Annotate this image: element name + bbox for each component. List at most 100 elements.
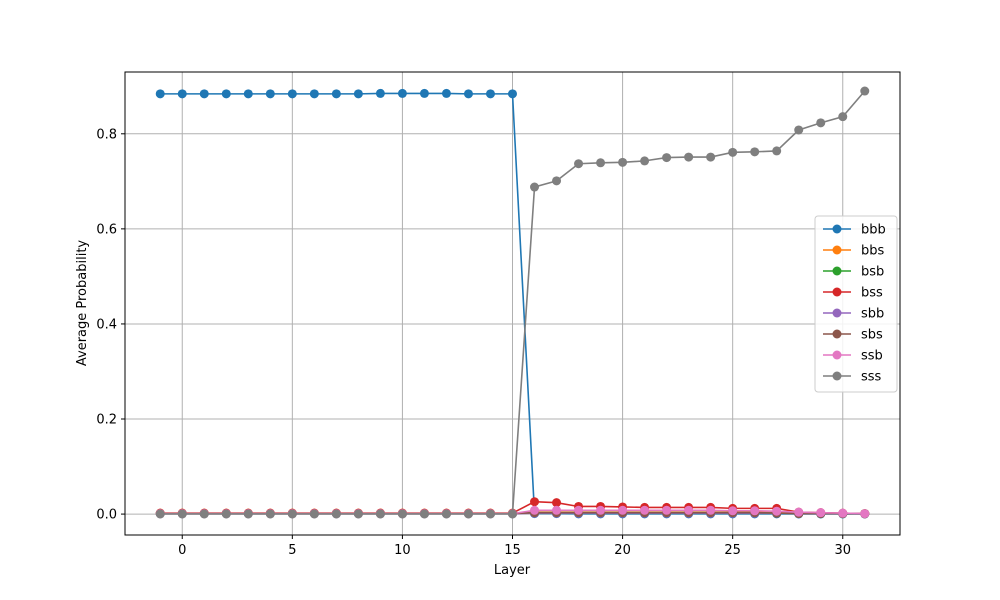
data-point-ssb: [552, 505, 562, 515]
legend-item-bsb: bsb: [823, 265, 884, 280]
data-point-ssb: [662, 505, 672, 515]
data-point-bbb: [353, 89, 363, 99]
data-point-sss: [530, 182, 540, 192]
legend-label: bss: [861, 286, 883, 301]
legend-marker: [832, 245, 842, 255]
data-point-sss: [221, 509, 231, 519]
y-axis-label: Average Probability: [75, 240, 90, 367]
data-point-bbb: [441, 88, 451, 98]
x-tick-label: 20: [614, 543, 631, 558]
data-point-ssb: [706, 505, 716, 515]
data-point-ssb: [728, 506, 738, 516]
data-point-bbb: [221, 89, 231, 99]
data-point-sss: [441, 509, 451, 519]
legend-marker: [832, 287, 842, 297]
data-point-bbb: [177, 89, 187, 99]
data-point-ssb: [574, 505, 584, 515]
legend-marker: [832, 329, 842, 339]
x-tick-label: 25: [724, 543, 741, 558]
legend-label: bbs: [861, 244, 885, 259]
data-point-sss: [485, 509, 495, 519]
data-point-bbb: [309, 89, 319, 99]
x-tick-label: 5: [288, 543, 296, 558]
legend-marker: [832, 224, 842, 234]
data-point-bss: [552, 498, 562, 508]
data-point-sss: [265, 509, 275, 519]
data-point-sss: [287, 509, 297, 519]
data-point-sss: [508, 509, 517, 519]
data-point-bbb: [375, 88, 385, 98]
y-tick-label: 0.0: [96, 508, 117, 523]
data-point-ssb: [794, 507, 804, 517]
data-point-sss: [331, 509, 341, 519]
legend-marker: [832, 350, 842, 360]
data-point-sss: [397, 509, 407, 519]
legend-marker: [832, 308, 842, 318]
data-point-sss: [772, 146, 782, 156]
legend-item-bbb: bbb: [823, 223, 886, 238]
data-point-bbb: [265, 89, 275, 99]
data-point-sss: [309, 509, 319, 519]
y-tick-label: 0.2: [96, 413, 117, 428]
legend-marker: [832, 266, 842, 276]
x-tick-label: 0: [178, 543, 186, 558]
legend-label: sss: [861, 370, 882, 385]
data-point-bbb: [199, 89, 209, 99]
legend-item-bbs: bbs: [823, 244, 885, 259]
y-tick-label: 0.6: [96, 222, 117, 237]
data-point-bbb: [155, 89, 165, 99]
data-point-bbb: [243, 89, 253, 99]
legend-label: sbs: [861, 328, 883, 343]
legend-item-bss: bss: [823, 286, 883, 301]
legend-label: sbb: [861, 307, 884, 322]
data-point-ssb: [772, 506, 782, 516]
data-point-sss: [375, 509, 385, 519]
data-point-bbb: [287, 89, 297, 99]
data-point-ssb: [750, 506, 760, 516]
data-point-sss: [750, 147, 760, 157]
data-point-sss: [155, 509, 165, 519]
data-point-sss: [706, 152, 716, 162]
legend: bbb bbs bsb bss sbb sbs ssb sss: [814, 215, 898, 393]
data-point-sss: [243, 509, 253, 519]
data-point-sss: [618, 157, 628, 167]
data-point-sss: [838, 112, 848, 122]
data-point-bbb: [397, 88, 407, 98]
data-point-sss: [596, 158, 606, 168]
data-point-sss: [574, 159, 584, 169]
legend-marker: [832, 371, 842, 381]
legend-box: [814, 215, 898, 393]
data-point-bbb: [508, 89, 517, 99]
data-point-sss: [419, 509, 429, 519]
data-point-ssb: [684, 505, 694, 515]
data-point-ssb: [860, 509, 870, 519]
data-point-sss: [463, 509, 473, 519]
data-point-ssb: [530, 505, 540, 515]
data-point-sss: [662, 153, 672, 163]
series-sss: [155, 86, 870, 519]
data-point-ssb: [618, 505, 628, 515]
data-point-sss: [684, 152, 694, 162]
y-tick-label: 0.8: [96, 127, 117, 142]
data-point-sss: [728, 147, 738, 157]
legend-item-sbb: sbb: [823, 307, 884, 322]
x-tick-label: 10: [394, 543, 411, 558]
data-point-bbb: [419, 88, 429, 98]
y-tick-label: 0.4: [96, 317, 117, 332]
legend-item-sbs: sbs: [823, 328, 883, 343]
data-point-sss: [640, 156, 650, 166]
legend-label: bsb: [861, 265, 884, 280]
legend-item-sss: sss: [823, 370, 882, 385]
data-point-bbb: [485, 89, 495, 99]
data-point-sss: [860, 86, 870, 96]
x-axis-label: Layer: [494, 563, 531, 578]
data-point-bbb: [463, 89, 473, 99]
data-point-ssb: [838, 508, 848, 518]
axis-ticks: 0 5 10 15 20 25 30 0.0 0.2 0.4 0.6 0.8: [96, 127, 851, 558]
data-point-bss: [530, 497, 540, 507]
data-point-sss: [353, 509, 363, 519]
data-point-ssb: [640, 505, 650, 515]
legend-label: ssb: [861, 349, 883, 364]
data-point-sss: [816, 118, 826, 128]
